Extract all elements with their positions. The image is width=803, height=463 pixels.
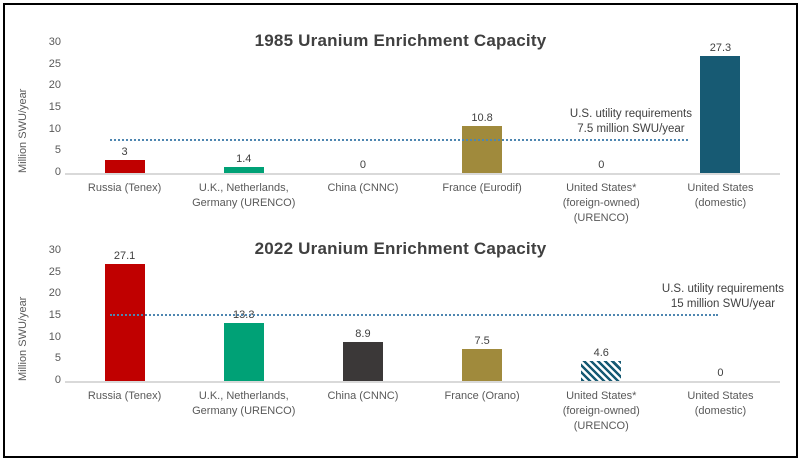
annotation-line-1: U.S. utility requirements <box>661 283 784 296</box>
requirements-annotation: U.S. utility requirements 7.5 million SW… <box>570 107 692 137</box>
chart-1985: 1985 Uranium Enrichment Capacity Million… <box>9 9 792 231</box>
col-urenco: 1.4 <box>184 43 303 173</box>
annotation-line-2: 15 million SWU/year <box>670 298 776 311</box>
y-tick-label: 5 <box>54 144 61 157</box>
y-axis-ticks: 0 5 10 15 20 25 30 <box>35 245 61 386</box>
bar-urenco <box>223 323 264 381</box>
bar-france <box>462 348 503 381</box>
x-label-france: France (Orano) <box>444 390 520 402</box>
bar-us-foreign <box>581 361 622 381</box>
x-axis-labels: Russia (Tenex) U.K., Netherlands, German… <box>65 389 780 434</box>
bar-columns: 27.1 13.3 8.9 7.5 4.6 <box>65 251 780 381</box>
y-axis-label: Million SWU/year <box>17 296 29 381</box>
y-tick-label: 5 <box>54 352 61 365</box>
x-label-us-foreign: United States* (foreign-owned) (URENCO) <box>562 182 640 224</box>
chart-2022: 2022 Uranium Enrichment Capacity Million… <box>9 231 792 453</box>
x-axis-labels: Russia (Tenex) U.K., Netherlands, German… <box>65 181 780 226</box>
y-axis-label: Million SWU/year <box>17 88 29 173</box>
bar-columns: 3 1.4 0 10.8 0 <box>65 43 780 173</box>
col-us-foreign: 0 <box>542 43 661 173</box>
col-france: 10.8 <box>423 43 542 173</box>
col-france: 7.5 <box>423 251 542 381</box>
value-label: 7.5 <box>474 334 490 347</box>
value-label: 27.1 <box>113 250 136 262</box>
plot-area: U.S. utility requirements 15 million SWU… <box>65 251 784 383</box>
col-us-domestic: 0 <box>661 251 780 381</box>
value-label: 0 <box>359 159 366 171</box>
y-tick-label: 15 <box>48 309 61 321</box>
y-tick-label: 10 <box>48 122 61 135</box>
x-label-us-domestic: United States (domestic) <box>687 182 754 209</box>
chart-figure-frame: 1985 Uranium Enrichment Capacity Million… <box>3 3 798 458</box>
y-tick-label: 30 <box>48 244 61 256</box>
y-axis-ticks: 0 5 10 15 20 25 30 <box>35 37 61 178</box>
value-label: 0 <box>598 159 605 171</box>
x-label-china: China (CNNC) <box>327 182 399 194</box>
col-china: 8.9 <box>303 251 422 381</box>
x-label-france: France (Eurodif) <box>442 182 522 194</box>
col-china: 0 <box>303 43 422 173</box>
plot-area: U.S. utility requirements 7.5 million SW… <box>65 43 780 175</box>
bar-china <box>342 342 383 381</box>
annotation-line-1: U.S. utility requirements <box>569 107 692 120</box>
x-label-urenco: U.K., Netherlands, Germany (URENCO) <box>192 182 296 209</box>
x-label-russia: Russia (Tenex) <box>87 182 162 194</box>
col-us-domestic: 27.3 <box>661 43 780 173</box>
col-us-foreign: 4.6 <box>542 251 661 381</box>
y-tick-label: 20 <box>48 287 61 300</box>
bar-russia <box>104 160 145 173</box>
value-label: 10.8 <box>471 112 493 125</box>
value-label: 8.9 <box>355 328 371 341</box>
value-label: 1.4 <box>236 152 252 165</box>
bar-us-domestic <box>700 56 741 173</box>
value-label: 4.6 <box>593 347 609 360</box>
x-label-us-domestic: United States (domestic) <box>687 390 754 417</box>
y-tick-label: 30 <box>48 36 61 48</box>
x-label-russia: Russia (Tenex) <box>87 390 162 402</box>
bar-urenco <box>223 166 264 173</box>
bar-russia <box>104 264 145 381</box>
x-label-china: China (CNNC) <box>327 390 399 402</box>
bar-france <box>462 126 503 173</box>
annotation-line-2: 7.5 million SWU/year <box>577 122 685 135</box>
reference-line <box>110 138 688 141</box>
value-label: 0 <box>717 367 724 379</box>
col-urenco: 13.3 <box>184 251 303 381</box>
y-tick-label: 10 <box>48 330 61 343</box>
chart-title: 2022 Uranium Enrichment Capacity <box>254 239 547 258</box>
y-tick-label: 0 <box>54 166 61 178</box>
col-russia: 3 <box>65 43 184 173</box>
value-label: 27.3 <box>709 42 732 54</box>
y-tick-label: 25 <box>48 265 61 278</box>
value-label: 3 <box>121 146 128 158</box>
y-tick-label: 20 <box>48 79 61 92</box>
y-tick-label: 25 <box>48 57 61 70</box>
y-tick-label: 15 <box>48 101 61 113</box>
requirements-annotation: U.S. utility requirements 15 million SWU… <box>662 282 784 312</box>
x-label-us-foreign: United States* (foreign-owned) (URENCO) <box>562 390 640 432</box>
reference-line <box>110 314 718 316</box>
col-russia: 27.1 <box>65 251 184 381</box>
chart-title: 1985 Uranium Enrichment Capacity <box>254 31 547 50</box>
y-tick-label: 0 <box>54 374 61 386</box>
x-label-urenco: U.K., Netherlands, Germany (URENCO) <box>192 390 296 417</box>
